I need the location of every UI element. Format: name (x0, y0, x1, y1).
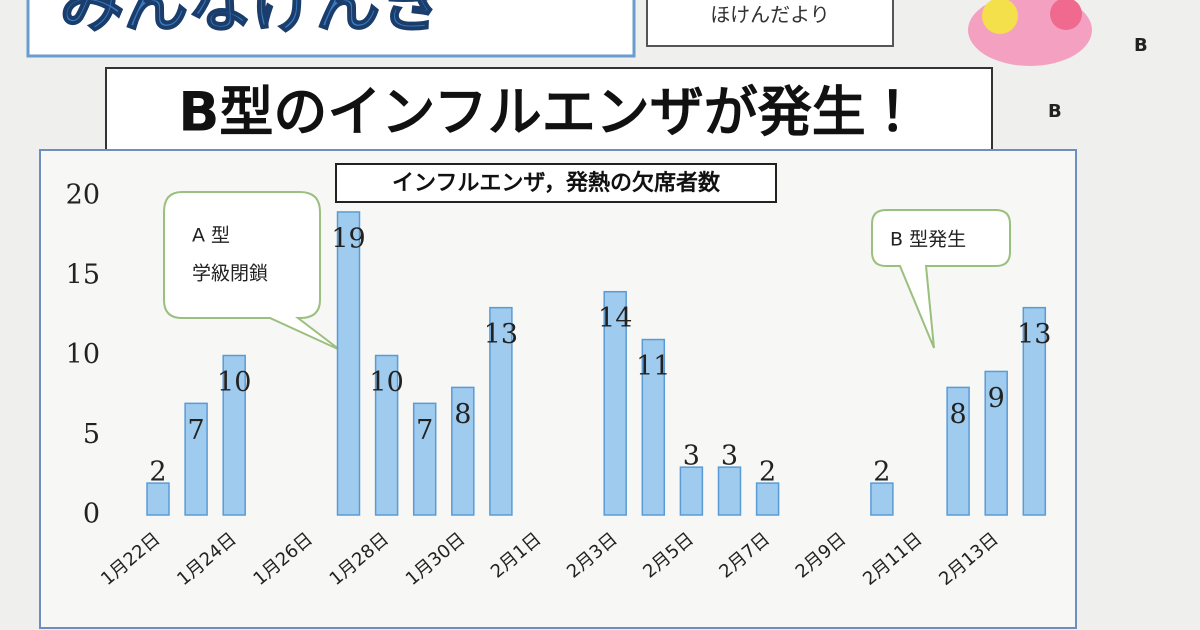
y-tick-label: 10 (66, 339, 100, 370)
bar (336, 211, 361, 516)
bar (222, 354, 246, 516)
callout (871, 209, 1011, 349)
annotation: A 型 (192, 225, 230, 247)
bar (489, 306, 513, 516)
value-label: 2 (149, 457, 166, 488)
illustration-virus (982, 0, 1018, 34)
subtitle-box (646, 0, 894, 47)
bar (1022, 306, 1047, 516)
chart-title: インフルエンザ，発熱の欠席者数 (392, 170, 721, 196)
bar (374, 354, 399, 516)
bar (603, 290, 627, 516)
bar (984, 370, 1008, 516)
bar (717, 466, 742, 516)
bar (146, 482, 170, 516)
y-tick-label: 0 (83, 499, 100, 530)
value-label: 7 (188, 415, 205, 446)
bar (451, 386, 475, 516)
bar (755, 482, 780, 516)
mark: B (1134, 35, 1148, 56)
masthead: みんなげんき (60, 0, 444, 42)
bar (679, 466, 704, 516)
value-label: 13 (484, 319, 518, 350)
value-label: 3 (683, 441, 700, 472)
value-label: 2 (759, 457, 776, 488)
callout (163, 191, 341, 351)
headline-box (105, 67, 993, 164)
bar (946, 386, 970, 516)
value-label: 8 (950, 399, 967, 430)
value-label: 14 (598, 303, 632, 334)
value-label: 9 (988, 383, 1005, 414)
bar (870, 482, 894, 516)
value-label: 10 (217, 367, 251, 398)
headline: B型のインフルエンザが発生！ (178, 81, 920, 144)
bar (412, 402, 437, 516)
value-label: 3 (721, 441, 738, 472)
bar (184, 402, 208, 516)
value-label: 19 (331, 223, 365, 254)
y-tick-label: 5 (83, 419, 100, 450)
masthead-box (26, 0, 636, 58)
bar (641, 338, 666, 516)
annotation: 学級閉鎖 (192, 263, 268, 285)
chart-title-box (335, 163, 777, 203)
annotation: B 型発生 (890, 229, 966, 251)
illustration-virus (1050, 0, 1082, 30)
value-label: 8 (454, 399, 471, 430)
side-mark: B (1048, 101, 1062, 122)
value-label: 2 (873, 457, 890, 488)
value-label: 7 (416, 415, 433, 446)
y-tick-label: 15 (66, 259, 100, 290)
y-tick-label: 20 (66, 180, 100, 211)
value-label: 13 (1017, 319, 1051, 350)
subtitle: ほけんだより (710, 3, 830, 27)
value-label: 10 (369, 367, 403, 398)
value-label: 11 (636, 351, 670, 382)
